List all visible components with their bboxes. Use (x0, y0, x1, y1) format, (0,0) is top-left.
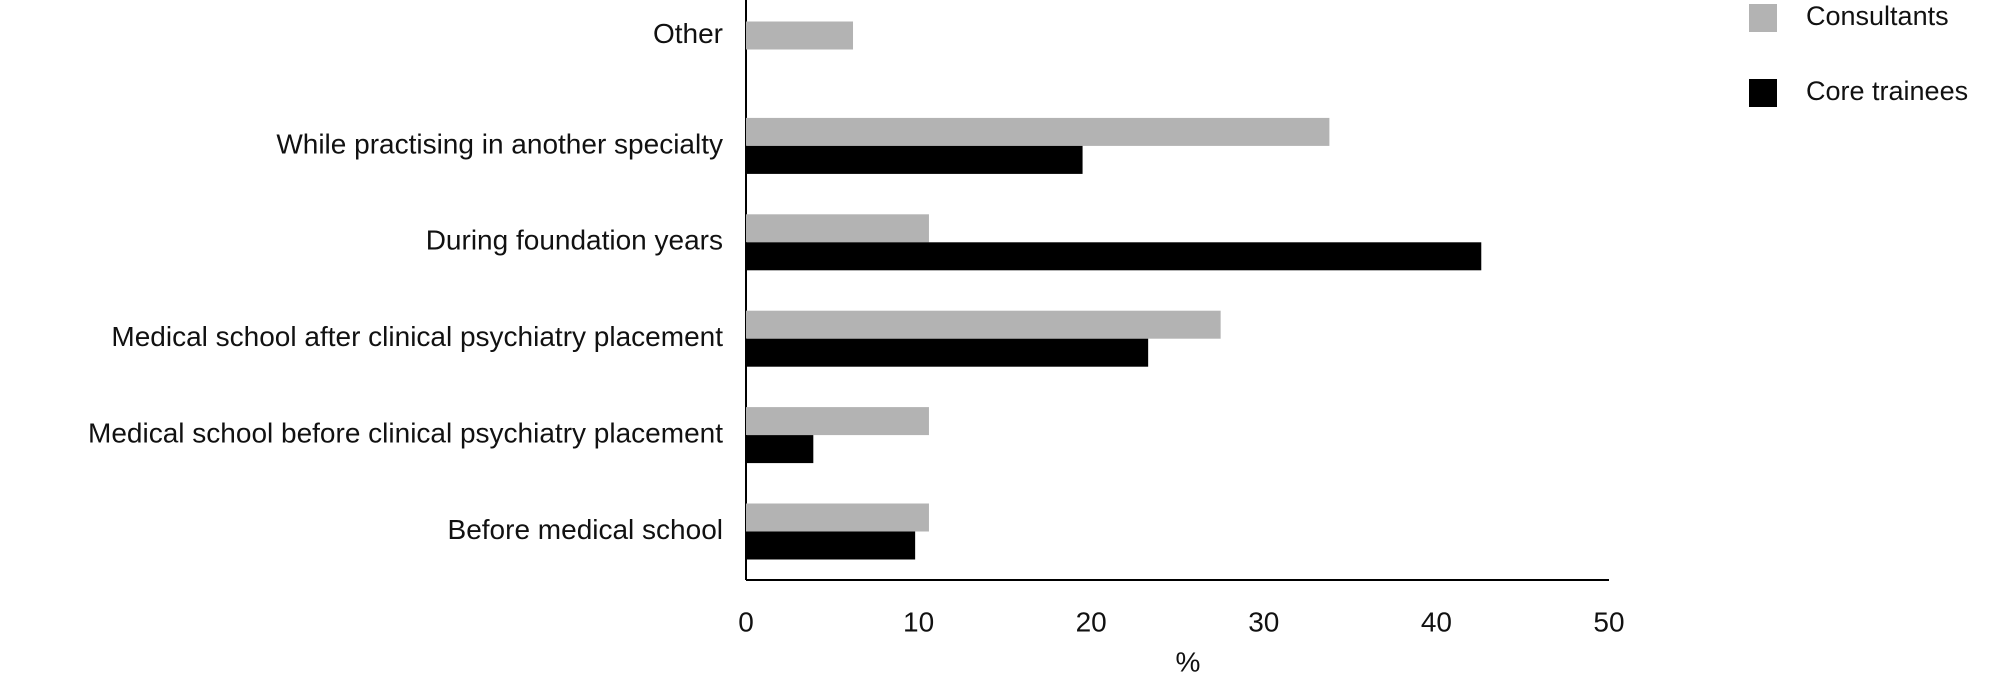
legend-label: Core trainees (1806, 76, 1968, 106)
bar (746, 407, 929, 436)
x-tick-label: 0 (738, 606, 754, 637)
legend-swatch (1749, 79, 1777, 107)
x-axis-label: % (1176, 646, 1201, 677)
x-tick-label: 20 (1076, 606, 1107, 637)
y-tick-label: During foundation years (426, 225, 723, 256)
y-tick-label: Medical school after clinical psychiatry… (111, 321, 723, 352)
x-tick-label: 10 (903, 606, 934, 637)
y-tick-label: Medical school before clinical psychiatr… (88, 417, 723, 448)
y-tick-label: While practising in another specialty (276, 128, 723, 159)
bar (746, 21, 854, 50)
x-tick-label: 30 (1248, 606, 1279, 637)
bar (746, 503, 929, 532)
legend-swatch (1749, 4, 1777, 32)
x-tick-label: 50 (1593, 606, 1624, 637)
y-tick-label: Other (653, 18, 723, 49)
bar (746, 145, 1083, 174)
bar (746, 214, 929, 243)
bar (746, 531, 916, 560)
bar (746, 338, 1149, 367)
bar (746, 117, 1330, 146)
bar (746, 242, 1482, 271)
bar (746, 310, 1221, 339)
y-tick-label: Before medical school (448, 514, 723, 545)
x-tick-label: 40 (1421, 606, 1452, 637)
bar (746, 435, 814, 464)
legend-label: Consultants (1806, 1, 1949, 31)
